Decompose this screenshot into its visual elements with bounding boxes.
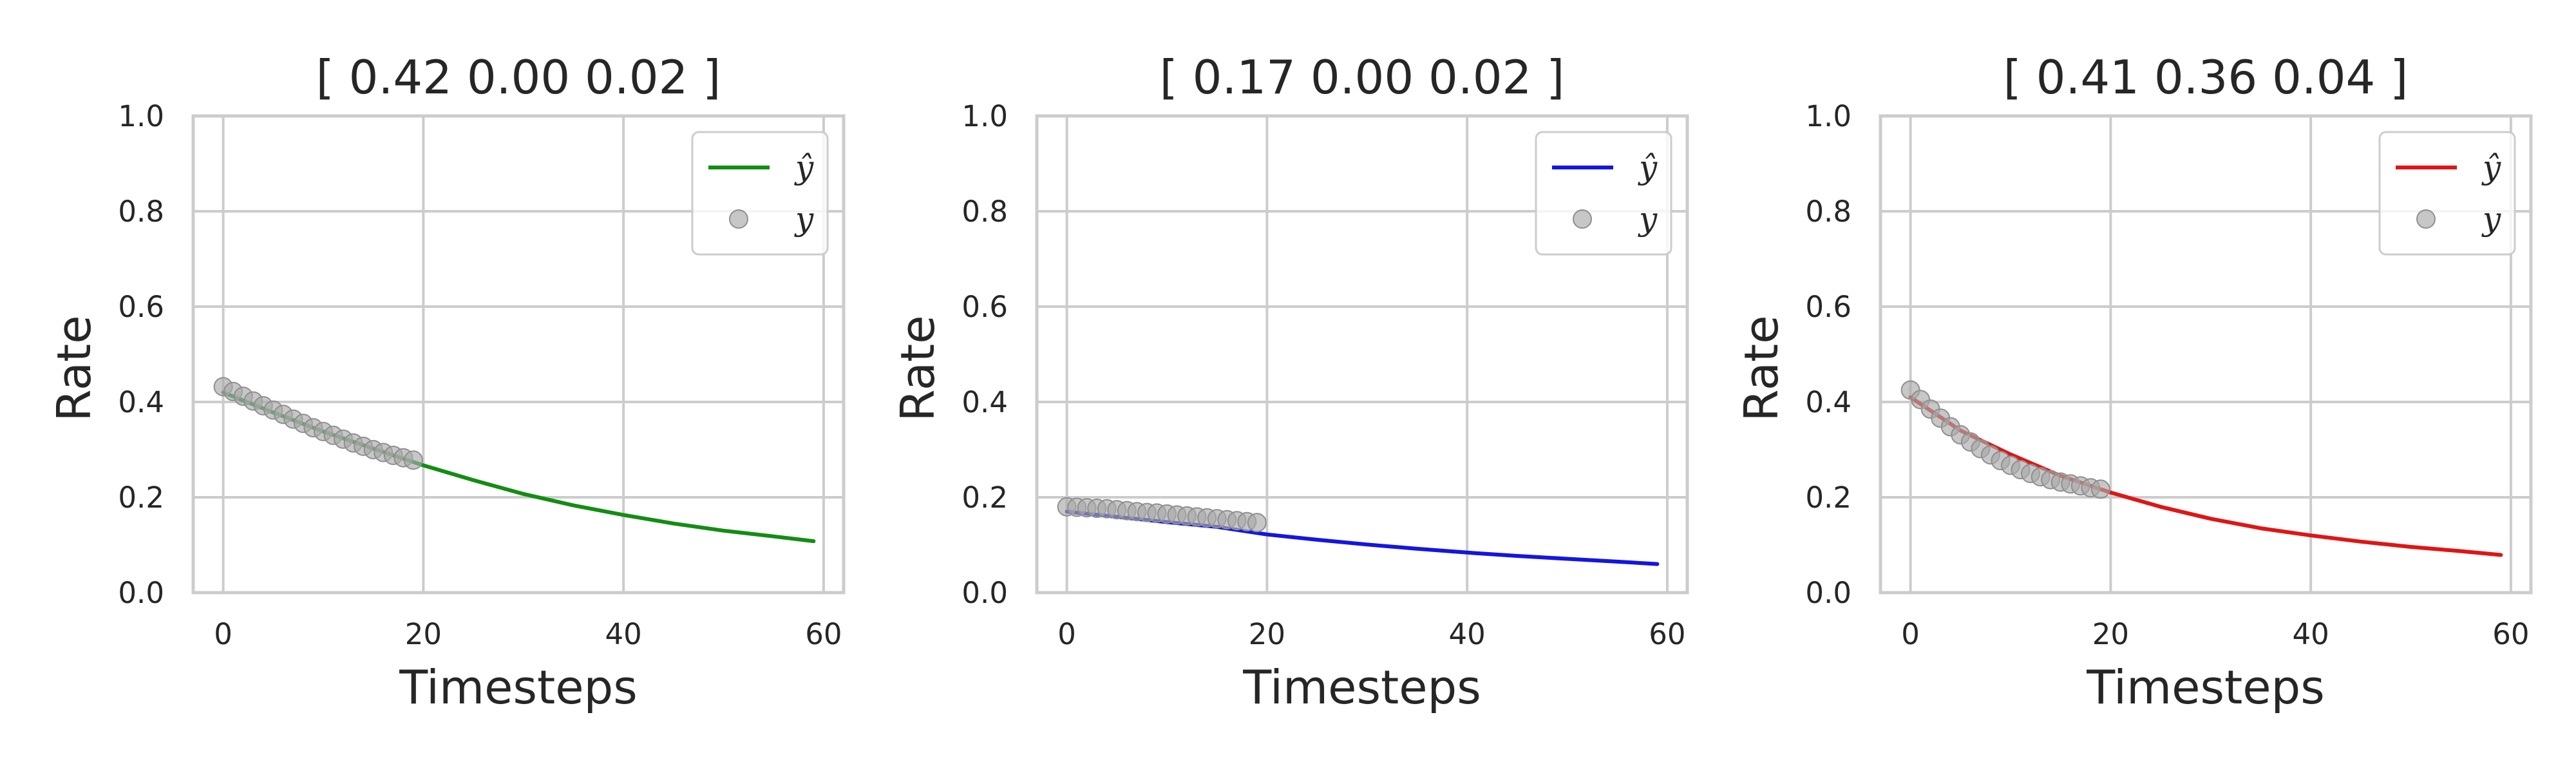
legend-marker-swatch: [729, 209, 748, 229]
y-tick-label: 0.6: [961, 290, 1008, 324]
y-tick-label: 1.0: [118, 99, 164, 133]
legend-label-observed: y: [2481, 200, 2501, 238]
observed-point: [403, 450, 423, 470]
legend-box: [1535, 131, 1672, 256]
legend-marker-swatch: [1573, 209, 1592, 229]
legend-box: [691, 131, 829, 256]
y-axis-label: Rate: [1734, 315, 1788, 421]
x-tick-label: 60: [805, 617, 842, 651]
chart-panel-right: 0.0 0.2 0.4 0.6 0.8 1.0 0 20 40 60 ŷy [ 0.41 0.36 0…: [1734, 50, 2533, 714]
chart-title: [ 0.41 0.36 0.04 ]: [2003, 50, 2409, 104]
legend: ŷy: [2378, 131, 2516, 256]
y-tick-label: 0.4: [961, 385, 1008, 419]
plot-frame: [1035, 114, 1689, 595]
observed-point: [2090, 479, 2110, 499]
legend-label-observed: y: [794, 200, 814, 238]
legend-label-prediction: ŷ: [2481, 149, 2501, 186]
x-tick-label: 60: [1649, 617, 1685, 651]
legend-box: [2378, 131, 2516, 256]
y-tick-label: 1.0: [1805, 99, 1852, 133]
observed-point: [1247, 513, 1267, 533]
x-axis-label: Timesteps: [2086, 660, 2324, 714]
y-tick-label: 0.8: [118, 195, 164, 229]
chart-title: [ 0.17 0.00 0.02 ]: [1160, 50, 1565, 104]
plot-frame: [191, 114, 846, 595]
legend: ŷy: [691, 131, 829, 256]
x-tick-label: 40: [605, 617, 642, 651]
x-axis-label: Timesteps: [399, 660, 637, 714]
x-tick-label: 40: [2293, 617, 2329, 651]
y-tick-label: 0.6: [118, 290, 164, 324]
y-tick-label: 0.0: [961, 576, 1008, 610]
y-tick-label: 0.0: [1805, 576, 1852, 610]
x-tick-label: 40: [1449, 617, 1486, 651]
legend-label-observed: y: [1638, 200, 1658, 238]
x-tick-label: 0: [214, 617, 232, 651]
y-tick-label: 0.4: [1805, 385, 1852, 419]
x-tick-label: 20: [405, 617, 442, 651]
x-tick-label: 60: [2492, 617, 2529, 651]
legend-marker-swatch: [2416, 209, 2436, 229]
y-tick-label: 0.6: [1805, 290, 1852, 324]
y-tick-label: 0.0: [118, 576, 164, 610]
y-tick-label: 0.2: [118, 481, 164, 515]
chart-title: [ 0.42 0.00 0.02 ]: [316, 50, 721, 104]
x-tick-label: 0: [1057, 617, 1076, 651]
chart-panel-left: 0.0 0.2 0.4 0.6 0.8 1.0 0 20 40 60 ŷy [ 0.42 0.00 0…: [47, 50, 846, 714]
y-tick-label: 0.2: [1805, 481, 1852, 515]
chart-panel-middle: 0.0 0.2 0.4 0.6 0.8 1.0 0 20 40 60 ŷy [ 0.17 0.00 0…: [891, 50, 1689, 714]
x-tick-label: 20: [1249, 617, 1285, 651]
y-tick-label: 0.4: [118, 385, 164, 419]
x-tick-label: 20: [2092, 617, 2129, 651]
y-axis-label: Rate: [47, 315, 101, 421]
y-axis-label: Rate: [891, 315, 945, 421]
legend: ŷy: [1535, 131, 1672, 256]
x-axis-label: Timesteps: [1242, 660, 1481, 714]
prediction-line: [221, 390, 816, 544]
prediction-line: [1908, 395, 2503, 557]
legend-label-prediction: ŷ: [1638, 149, 1658, 186]
y-tick-label: 0.2: [961, 481, 1008, 515]
y-tick-label: 0.8: [1805, 195, 1852, 229]
y-tick-label: 1.0: [961, 99, 1008, 133]
y-tick-label: 0.8: [961, 195, 1008, 229]
legend-label-prediction: ŷ: [794, 149, 814, 186]
plot-frame: [1879, 114, 2533, 595]
x-tick-label: 0: [1901, 617, 1920, 651]
